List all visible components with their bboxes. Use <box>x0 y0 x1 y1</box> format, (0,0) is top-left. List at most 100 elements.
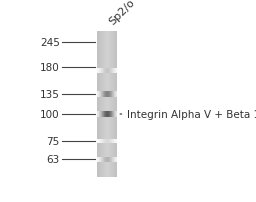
Bar <box>107 139 108 143</box>
Bar <box>103 91 104 97</box>
Bar <box>111 139 112 143</box>
Bar <box>100 139 101 143</box>
Bar <box>106 139 107 143</box>
Bar <box>110 139 111 143</box>
Bar <box>115 111 116 118</box>
Bar <box>110 111 111 118</box>
Bar <box>98 91 99 97</box>
Bar <box>116 68 117 73</box>
Bar <box>109 139 110 143</box>
Bar <box>114 91 115 97</box>
Bar <box>107 111 108 118</box>
Bar <box>107 157 108 162</box>
Bar <box>104 91 105 97</box>
Text: 63: 63 <box>47 155 60 165</box>
Bar <box>114 111 115 118</box>
Bar <box>115 91 116 97</box>
Text: 245: 245 <box>40 38 60 48</box>
Text: Sp2/o: Sp2/o <box>108 0 137 27</box>
Bar <box>109 68 110 73</box>
Bar <box>111 68 112 73</box>
Bar <box>111 91 112 97</box>
Bar <box>98 111 99 118</box>
Bar <box>101 91 102 97</box>
Bar <box>110 91 111 97</box>
Bar <box>115 139 116 143</box>
Bar <box>108 91 109 97</box>
Bar <box>109 157 110 162</box>
Bar <box>106 111 107 118</box>
Bar <box>100 157 101 162</box>
Bar <box>105 111 106 118</box>
Bar <box>102 111 103 118</box>
Bar <box>116 91 117 97</box>
Bar <box>113 111 114 118</box>
Bar <box>116 111 117 118</box>
Bar <box>103 139 104 143</box>
Bar <box>104 111 105 118</box>
Bar <box>101 139 102 143</box>
Bar <box>112 111 113 118</box>
Bar <box>110 157 111 162</box>
Bar <box>105 91 106 97</box>
Bar <box>101 68 102 73</box>
Bar <box>99 68 100 73</box>
Bar <box>114 139 115 143</box>
Bar <box>100 91 101 97</box>
Bar <box>101 111 102 118</box>
Bar <box>109 91 110 97</box>
Bar <box>106 68 107 73</box>
Bar <box>98 68 99 73</box>
Bar <box>112 139 113 143</box>
Bar <box>102 157 103 162</box>
Bar <box>115 157 116 162</box>
Bar <box>113 157 114 162</box>
Bar <box>103 157 104 162</box>
Bar <box>102 68 103 73</box>
Bar <box>104 68 105 73</box>
Bar <box>108 68 109 73</box>
Bar <box>99 139 100 143</box>
Bar <box>107 91 108 97</box>
Bar <box>106 91 107 97</box>
Bar <box>113 91 114 97</box>
Bar <box>111 111 112 118</box>
Bar <box>99 111 100 118</box>
Bar <box>100 111 101 118</box>
Bar <box>111 157 112 162</box>
Bar <box>100 68 101 73</box>
Bar <box>110 68 111 73</box>
Bar <box>98 157 99 162</box>
Bar <box>99 91 100 97</box>
Text: 135: 135 <box>40 89 60 99</box>
Bar <box>116 139 117 143</box>
Bar <box>101 157 102 162</box>
Bar <box>113 68 114 73</box>
Bar <box>105 139 106 143</box>
Bar <box>112 91 113 97</box>
Bar <box>106 157 107 162</box>
Bar <box>104 139 105 143</box>
Text: 100: 100 <box>40 109 60 119</box>
Text: 75: 75 <box>47 136 60 146</box>
Bar <box>108 157 109 162</box>
Bar <box>112 157 113 162</box>
Bar <box>114 68 115 73</box>
Text: Integrin Alpha V + Beta 1: Integrin Alpha V + Beta 1 <box>120 109 256 119</box>
Bar <box>114 157 115 162</box>
Bar <box>116 157 117 162</box>
Bar <box>103 111 104 118</box>
Bar <box>103 68 104 73</box>
Bar <box>112 68 113 73</box>
Bar <box>109 111 110 118</box>
Bar <box>105 68 106 73</box>
Bar <box>102 91 103 97</box>
Bar <box>108 139 109 143</box>
Bar <box>104 157 105 162</box>
Bar <box>99 157 100 162</box>
Text: 180: 180 <box>40 63 60 73</box>
Bar <box>98 139 99 143</box>
Bar <box>113 139 114 143</box>
Bar <box>108 111 109 118</box>
Bar <box>105 157 106 162</box>
